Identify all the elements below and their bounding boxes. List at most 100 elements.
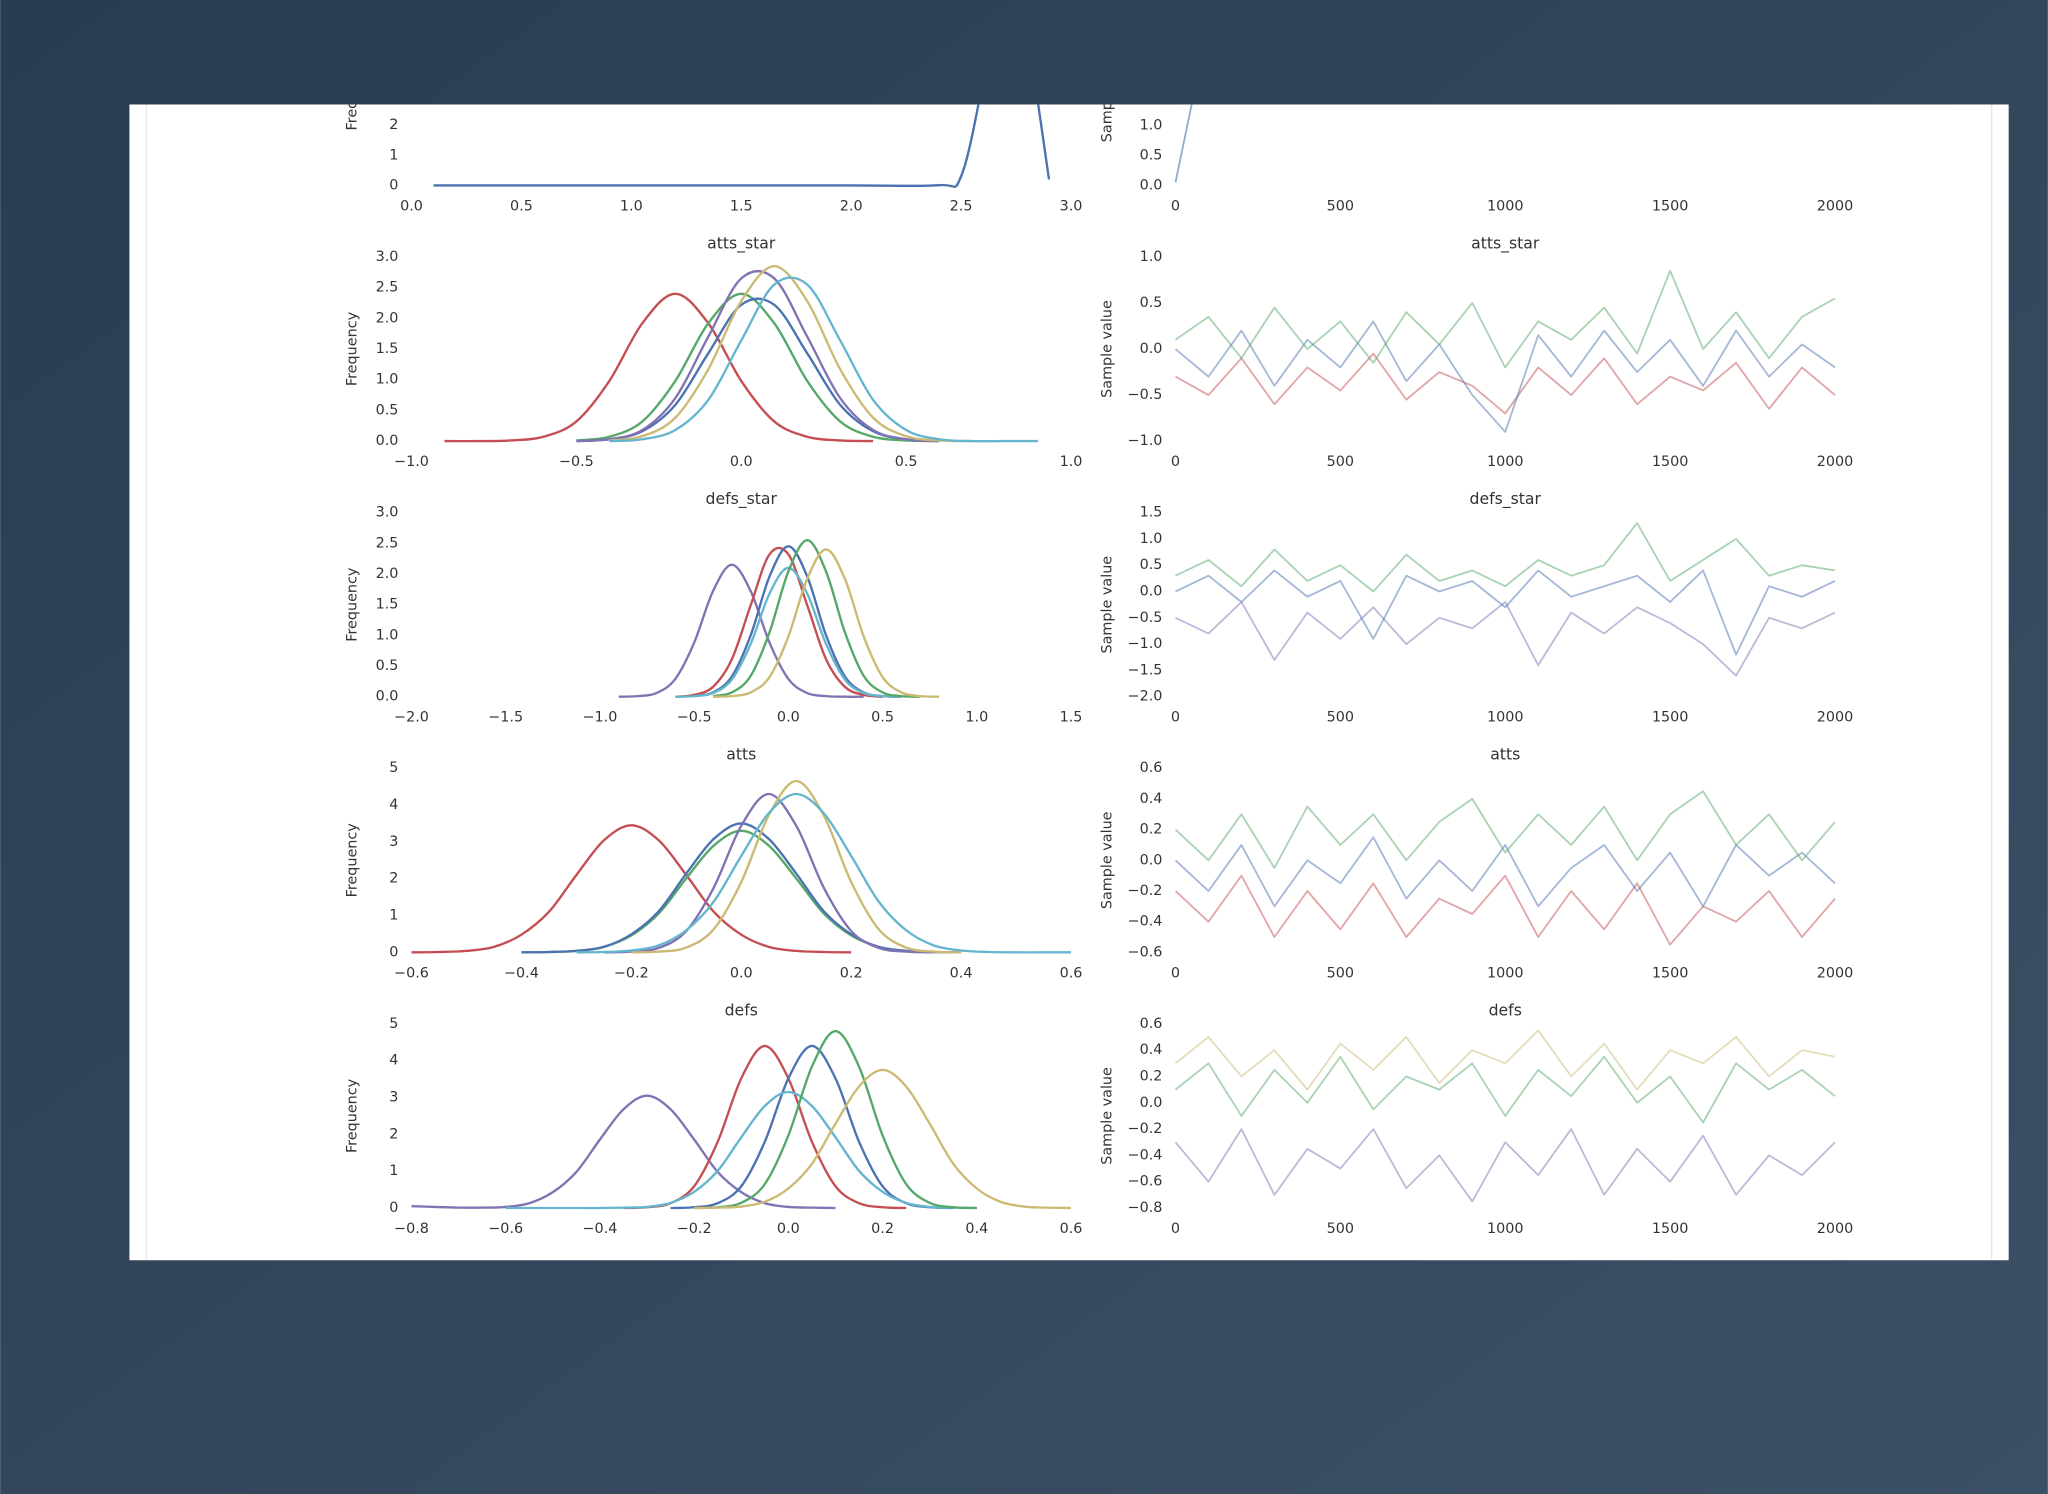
- y-tick-label: 0: [389, 944, 398, 960]
- density-curve: [675, 566, 902, 698]
- x-tick-label: 1500: [1652, 454, 1689, 470]
- density-curve: [603, 792, 934, 954]
- density-curve: [433, 104, 1051, 188]
- y-tick-label: 2.5: [376, 280, 399, 296]
- x-tick-label: 1000: [1487, 710, 1524, 726]
- density-curve: [444, 292, 874, 443]
- y-tick-label: 1.0: [376, 627, 399, 643]
- x-tick-label: 0.0: [730, 454, 753, 470]
- x-tick-label: −0.6: [394, 965, 429, 981]
- y-tick-label: 0.5: [376, 658, 399, 674]
- y-tick-label: 1: [389, 1163, 398, 1179]
- x-tick-label: 500: [1327, 965, 1354, 981]
- density-curve: [411, 1094, 836, 1210]
- x-tick-label: 1000: [1487, 454, 1524, 470]
- y-tick-label: −1.5: [1128, 662, 1163, 678]
- x-tick-label: −0.8: [394, 1221, 429, 1237]
- trace-line: [1174, 836, 1836, 908]
- y-tick-label: 2: [389, 1126, 398, 1142]
- x-tick-label: 0.4: [950, 965, 973, 981]
- y-tick-label: 0.0: [376, 689, 399, 705]
- x-tick-label: 2000: [1817, 198, 1854, 214]
- trace-line: [1174, 1055, 1836, 1124]
- x-tick-label: 1000: [1487, 1221, 1524, 1237]
- x-tick-label: 1000: [1487, 198, 1524, 214]
- y-axis-label: Frequency: [345, 823, 361, 898]
- y-tick-label: 1.0: [1140, 117, 1163, 133]
- subplot-title: defs_star: [706, 489, 778, 509]
- x-tick-label: −0.4: [504, 965, 539, 981]
- y-tick-label: −0.2: [1128, 1121, 1163, 1137]
- y-axis-label: Frequency: [345, 311, 361, 386]
- y-tick-label: 1.5: [376, 341, 399, 357]
- x-tick-label: −0.5: [559, 454, 594, 470]
- subplot-title: defs_star: [1470, 489, 1542, 509]
- y-tick-label: 1: [389, 147, 398, 163]
- x-tick-label: −1.0: [394, 454, 429, 470]
- y-tick-label: −1.0: [1128, 636, 1163, 652]
- subplot-title: atts: [726, 745, 756, 764]
- y-tick-label: 0.5: [1140, 147, 1163, 163]
- x-tick-label: 0.5: [895, 454, 918, 470]
- y-tick-label: 0.0: [1140, 583, 1163, 599]
- y-tick-label: 5: [389, 1016, 398, 1032]
- y-tick-label: 1: [389, 908, 398, 924]
- x-tick-label: 500: [1327, 454, 1354, 470]
- y-tick-label: 0.0: [1140, 177, 1163, 193]
- y-tick-label: 0.0: [376, 433, 399, 449]
- y-tick-label: 0.0: [1140, 1095, 1163, 1111]
- x-tick-label: 2.5: [950, 198, 973, 214]
- x-tick-label: 0: [1171, 1221, 1180, 1237]
- y-tick-label: 4: [389, 1053, 398, 1069]
- x-tick-label: −0.2: [614, 965, 649, 981]
- subplot-title: defs: [1489, 1000, 1522, 1019]
- density-curve: [576, 269, 940, 443]
- y-tick-label: 0.4: [1140, 791, 1163, 807]
- y-tick-label: 0: [389, 1200, 398, 1216]
- y-tick-label: 1.0: [1140, 249, 1163, 265]
- y-axis-label: Frequency: [345, 1078, 361, 1153]
- trace-line: [1174, 269, 1836, 369]
- y-tick-label: −0.5: [1128, 610, 1163, 626]
- x-tick-label: 2000: [1817, 1221, 1854, 1237]
- x-tick-label: 2000: [1817, 454, 1854, 470]
- y-tick-label: 0.2: [1140, 822, 1163, 838]
- trace-line: [1174, 874, 1836, 946]
- x-tick-label: 0.4: [965, 1221, 988, 1237]
- trace-line: [1174, 1128, 1836, 1203]
- y-tick-label: 2.0: [376, 566, 399, 582]
- x-tick-label: 1500: [1652, 1221, 1689, 1237]
- x-tick-label: 1.0: [965, 710, 988, 726]
- y-axis-label: Sample value: [1100, 300, 1116, 398]
- x-tick-label: 1500: [1652, 965, 1689, 981]
- y-tick-label: 1.0: [1140, 531, 1163, 547]
- y-tick-label: 0.6: [1140, 760, 1163, 776]
- x-tick-label: 1.5: [1060, 710, 1083, 726]
- density-curve: [675, 546, 883, 698]
- y-tick-label: 0.0: [1140, 341, 1163, 357]
- y-tick-label: 1.5: [1140, 505, 1163, 521]
- x-tick-label: 1.0: [620, 198, 643, 214]
- density-curve: [505, 1090, 977, 1210]
- y-tick-label: 0.5: [1140, 557, 1163, 573]
- x-tick-label: 0: [1171, 454, 1180, 470]
- trace-line: [1174, 1029, 1836, 1091]
- y-axis-label: Sample value: [1100, 811, 1116, 909]
- subplot-title: atts: [1490, 745, 1520, 764]
- y-tick-label: 3.0: [376, 505, 399, 521]
- y-tick-label: −2.0: [1128, 689, 1163, 705]
- y-tick-label: 2.5: [376, 535, 399, 551]
- x-tick-label: 500: [1327, 198, 1354, 214]
- y-tick-label: −1.0: [1128, 433, 1163, 449]
- figure-panel: [129, 104, 2009, 1261]
- density-curve: [576, 792, 1072, 954]
- y-tick-label: −0.8: [1128, 1200, 1163, 1216]
- y-tick-label: 2.0: [376, 310, 399, 326]
- density-curve: [411, 824, 852, 954]
- y-tick-label: 0.6: [1140, 1016, 1163, 1032]
- x-tick-label: 0.0: [400, 198, 423, 214]
- y-tick-label: 3.0: [376, 249, 399, 265]
- x-tick-label: −1.5: [488, 710, 523, 726]
- x-tick-label: 1.5: [730, 198, 753, 214]
- x-tick-label: 0: [1171, 198, 1180, 214]
